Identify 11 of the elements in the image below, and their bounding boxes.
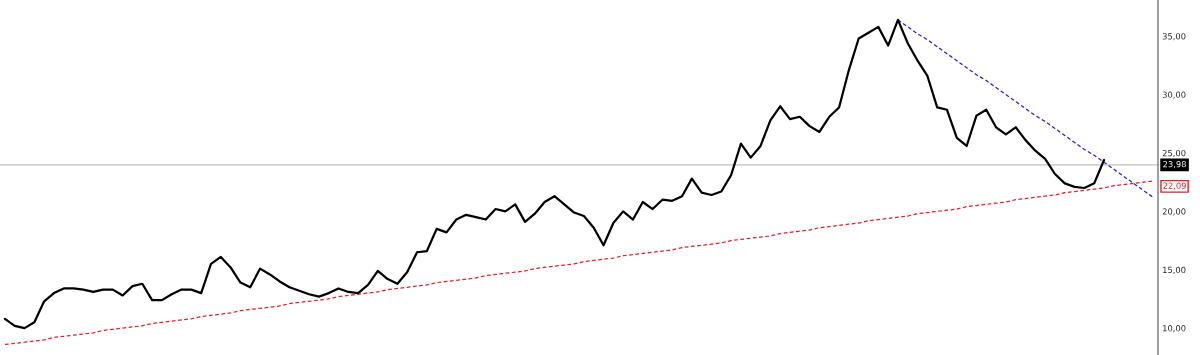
text: 22,09 bbox=[1163, 182, 1186, 190]
y-tick-label: 20,00 bbox=[1162, 208, 1186, 216]
line-series bbox=[3, 18, 1106, 330]
y-tick-label: 30,00 bbox=[1162, 91, 1186, 99]
ref-line-label: 23,98 bbox=[1163, 161, 1186, 169]
line-series bbox=[897, 19, 1154, 198]
y-tick-label: 15,00 bbox=[1163, 266, 1186, 274]
line-series bbox=[4, 180, 1154, 346]
y-tick-label: 35,00 bbox=[1162, 33, 1186, 41]
y-tick-label: 25,00 bbox=[1162, 149, 1186, 158]
y-tick-label: 10,00 bbox=[1163, 325, 1186, 333]
